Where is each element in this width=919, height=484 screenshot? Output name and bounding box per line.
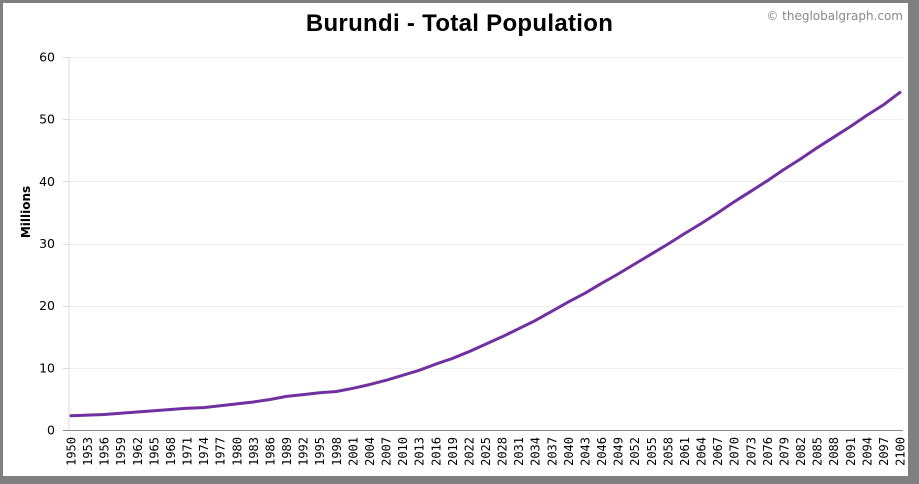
- x-tick-label: 2082: [794, 437, 808, 466]
- y-tick-label: 0: [47, 423, 55, 438]
- x-tick-label: 1992: [297, 437, 311, 466]
- x-axis-ticks: 1950 1953 1956 1959 1962 1965 1968 1971 1974 1977…: [65, 437, 908, 466]
- x-tick-label: 1950: [65, 437, 79, 466]
- x-tick-label: 2058: [661, 437, 675, 466]
- x-tick-label: 2010: [396, 437, 410, 466]
- x-tick-label: 2064: [695, 437, 709, 466]
- x-tick-label: 2091: [844, 437, 858, 466]
- x-tick-label: 2031: [512, 437, 526, 466]
- x-tick-label: 1962: [131, 437, 145, 466]
- x-tick-label: 1989: [280, 437, 294, 466]
- x-tick-label: 2022: [462, 437, 476, 466]
- credit-text: © theglobalgraph.com: [766, 9, 903, 23]
- y-tick-label: 20: [39, 298, 55, 313]
- x-tick-label: 1980: [230, 437, 244, 466]
- x-tick-label: 1977: [214, 437, 228, 466]
- x-tick-label: 2013: [413, 437, 427, 466]
- x-tick-label: 2037: [545, 437, 559, 466]
- x-tick-label: 2046: [595, 437, 609, 466]
- x-tick-label: 2004: [363, 437, 377, 466]
- x-tick-label: 1953: [81, 437, 95, 466]
- chart-title: Burundi - Total Population: [305, 10, 614, 37]
- x-tick-label: 2016: [429, 437, 443, 466]
- x-tick-label: 2049: [612, 437, 626, 466]
- x-tick-label: 1965: [147, 437, 161, 466]
- x-tick-label: 2094: [860, 437, 874, 466]
- x-tick-label: 1956: [98, 437, 112, 466]
- x-tick-label: 2076: [761, 437, 775, 466]
- population-line: [69, 90, 902, 418]
- x-tick-label: 1974: [197, 437, 211, 466]
- x-tick-label: 2073: [744, 437, 758, 466]
- gridlines: [69, 57, 903, 369]
- x-tick-label: 1983: [247, 437, 261, 466]
- x-tick-label: 2025: [479, 437, 493, 466]
- x-tick-label: 2061: [678, 437, 692, 466]
- x-tick-label: 2007: [380, 437, 394, 466]
- x-tick-label: 2079: [777, 437, 791, 466]
- x-tick-label: 1968: [164, 437, 178, 466]
- x-tick-label: 2001: [346, 437, 360, 466]
- x-tick-label: 2034: [529, 437, 543, 466]
- chart-frame: [3, 3, 908, 476]
- x-tick-label: 1995: [313, 437, 327, 466]
- x-tick-label: 2088: [827, 437, 841, 466]
- y-tick-label: 10: [39, 360, 55, 375]
- y-axis-ticks: 0 10 20 30 40 50 60: [39, 50, 69, 438]
- x-tick-label: 2097: [877, 437, 891, 466]
- x-tick-label: 2100: [894, 437, 908, 466]
- x-tick-label: 2055: [645, 437, 659, 466]
- y-tick-label: 50: [39, 112, 55, 127]
- x-tick-label: 1998: [330, 437, 344, 466]
- x-tick-label: 2067: [711, 437, 725, 466]
- x-tick-label: 2052: [628, 437, 642, 466]
- x-tick-label: 2040: [562, 437, 576, 466]
- x-tick-label: 1986: [263, 437, 277, 466]
- x-tick-label: 2043: [578, 437, 592, 466]
- y-tick-label: 30: [39, 236, 55, 251]
- x-tick-label: 1959: [114, 437, 128, 466]
- x-tick-label: 2028: [496, 437, 510, 466]
- x-tick-label: 2019: [446, 437, 460, 466]
- x-tick-label: 2070: [728, 437, 742, 466]
- x-tick-label: 2085: [811, 437, 825, 466]
- y-tick-label: 40: [39, 174, 55, 189]
- y-tick-label: 60: [39, 50, 55, 65]
- x-tick-label: 1971: [181, 437, 195, 466]
